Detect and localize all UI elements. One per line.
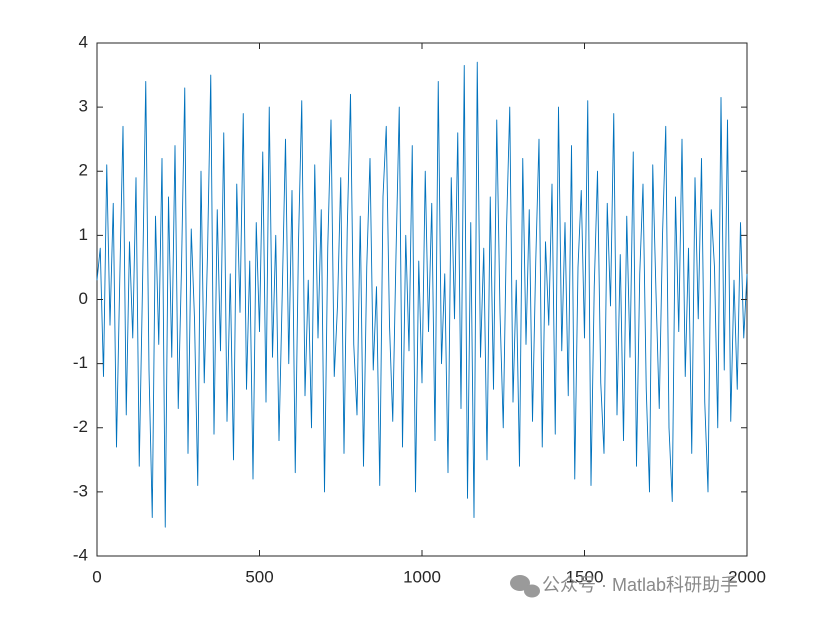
y-tick-label: -4 — [73, 545, 88, 564]
y-tick-label: 2 — [79, 161, 88, 180]
x-tick-label: 2000 — [728, 567, 766, 586]
x-tick-label: 500 — [245, 567, 273, 586]
y-tick-label: 3 — [79, 97, 88, 116]
data-line — [96, 61, 748, 528]
x-tick-label: 1000 — [403, 567, 441, 586]
watermark: 公众号 · Matlab科研助手 — [542, 575, 738, 595]
y-tick-label: 1 — [79, 225, 88, 244]
x-tick-label: 0 — [92, 567, 101, 586]
watermark-icon — [510, 575, 540, 598]
y-tick-label: -2 — [73, 417, 88, 436]
plot-area — [96, 42, 748, 557]
y-tick-label: -1 — [73, 353, 88, 372]
y-tick-label: 0 — [79, 289, 88, 308]
x-tick-label: 1500 — [566, 567, 604, 586]
y-tick-label: -3 — [73, 481, 88, 500]
y-tick-label: 4 — [79, 32, 88, 51]
